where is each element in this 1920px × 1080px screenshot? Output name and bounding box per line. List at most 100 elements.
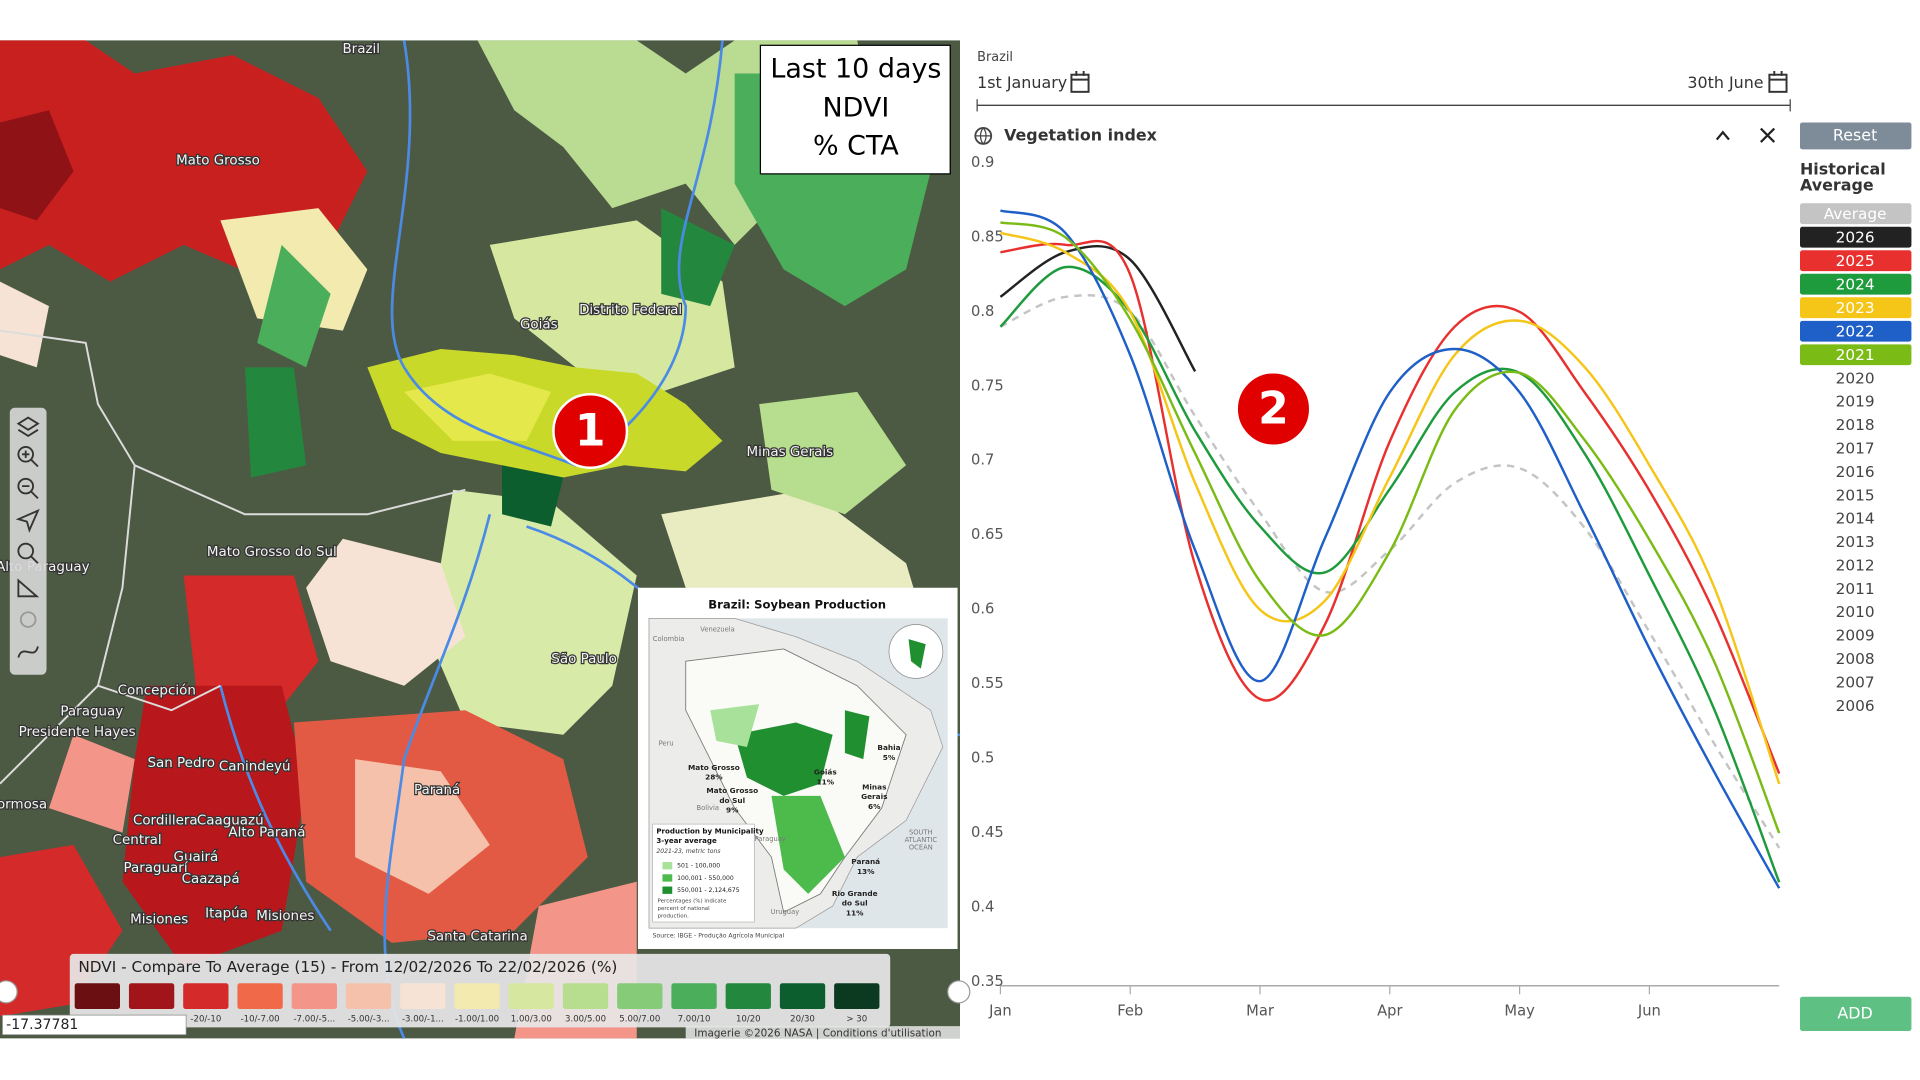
coordinates: -17.37781 bbox=[6, 1017, 78, 1033]
region bbox=[0, 110, 74, 221]
legend-year[interactable]: 2012 bbox=[1836, 556, 1875, 574]
inset-title: Brazil: Soybean Production bbox=[708, 597, 886, 611]
marker bbox=[552, 393, 629, 469]
marker-label: 2 bbox=[1258, 383, 1289, 434]
region-label: Brazil bbox=[977, 50, 1013, 65]
attribution-bg bbox=[685, 1026, 960, 1039]
legend-class-label: -3.00/-1... bbox=[402, 1014, 444, 1024]
map-label: Guairá bbox=[174, 849, 219, 865]
info-text: Last 10 days bbox=[770, 53, 941, 84]
map-label: Presidente Hayes bbox=[19, 725, 136, 740]
measure-button[interactable] bbox=[17, 578, 40, 598]
target-button[interactable] bbox=[19, 611, 37, 628]
calendar-icon[interactable] bbox=[1070, 73, 1090, 93]
close-button[interactable] bbox=[1760, 127, 1776, 143]
legend-button[interactable] bbox=[1800, 320, 1912, 342]
start-date[interactable]: 1st January bbox=[977, 73, 1067, 92]
map-label: Caazapá bbox=[182, 871, 240, 887]
legend-button[interactable] bbox=[1800, 226, 1912, 248]
locate-button[interactable] bbox=[15, 508, 40, 533]
inset-label: Gerais bbox=[861, 792, 888, 801]
legend-button[interactable] bbox=[1800, 250, 1912, 272]
marker bbox=[1235, 371, 1312, 447]
series-line bbox=[999, 245, 1197, 372]
map-toolbar bbox=[9, 407, 47, 675]
legend-year[interactable]: 2015 bbox=[1836, 486, 1875, 504]
inset-map: Brazil: Soybean Production Mato Grosso 2… bbox=[637, 587, 958, 949]
inset-legend-note: Percentages (%) indicate bbox=[658, 899, 727, 905]
ndvi-legend-title: NDVI - Compare To Average (15) - From 12… bbox=[78, 958, 617, 976]
draw-button[interactable] bbox=[17, 646, 39, 658]
legend-title: Historical bbox=[1800, 160, 1886, 179]
legend-year[interactable]: 2016 bbox=[1836, 463, 1875, 481]
map-label: Distrito Federal bbox=[579, 303, 682, 318]
legend-year[interactable]: 2013 bbox=[1836, 533, 1875, 551]
zoom-in-button[interactable] bbox=[17, 446, 34, 463]
y-tick-label: 0.6 bbox=[971, 601, 994, 618]
icon bbox=[22, 485, 39, 500]
legend-year[interactable]: 2019 bbox=[1836, 393, 1875, 411]
chart-panel: Brazil 1st January 30th June Vegetation … bbox=[971, 50, 1912, 1032]
legend-swatch bbox=[454, 983, 500, 1009]
inset-country: Venezuela bbox=[700, 625, 735, 633]
map-label: Canindeyú bbox=[219, 759, 291, 775]
inset-country: Peru bbox=[659, 739, 674, 747]
inset-legend-title: Production by Municipality bbox=[656, 826, 764, 835]
reset-button[interactable] bbox=[1800, 122, 1912, 150]
legend-swatch bbox=[662, 886, 673, 894]
legend-title: Average bbox=[1800, 176, 1874, 195]
inset-label: Goiás bbox=[814, 768, 838, 777]
legend-button[interactable] bbox=[1800, 203, 1912, 225]
inset-label: Rio Grande bbox=[832, 889, 878, 898]
region bbox=[759, 391, 907, 515]
legend-year[interactable]: 2018 bbox=[1836, 416, 1875, 434]
legend-swatch bbox=[617, 983, 663, 1009]
legend-year[interactable]: 2008 bbox=[1836, 650, 1875, 668]
icon bbox=[22, 450, 39, 468]
add-label: ADD bbox=[1837, 1003, 1872, 1022]
map-scroll-left[interactable] bbox=[0, 980, 18, 1004]
inset-label: 9% bbox=[726, 806, 739, 815]
end-date[interactable]: 30th June bbox=[1687, 73, 1763, 92]
legend-button[interactable] bbox=[1800, 297, 1912, 319]
y-tick-label: 0.35 bbox=[971, 973, 1004, 990]
map-scroll-right[interactable] bbox=[947, 980, 971, 1004]
legend-button[interactable] bbox=[1800, 273, 1912, 295]
reset-label: Reset bbox=[1833, 125, 1877, 144]
legend-label: 2021 bbox=[1836, 346, 1875, 364]
map-label: Mato Grosso do Sul bbox=[207, 545, 337, 560]
legend-swatch bbox=[345, 983, 392, 1009]
legend-year[interactable]: 2006 bbox=[1836, 697, 1875, 715]
y-tick-label: 0.55 bbox=[971, 675, 1004, 692]
marker-label: 1 bbox=[575, 405, 606, 456]
legend-year[interactable]: 2014 bbox=[1836, 510, 1875, 528]
inset-label: 13% bbox=[857, 867, 875, 876]
legend-button[interactable] bbox=[1800, 344, 1912, 366]
y-tick-label: 0.65 bbox=[971, 526, 1004, 543]
inset-production bbox=[710, 704, 760, 747]
collapse-button[interactable] bbox=[1715, 130, 1730, 141]
legend-swatch bbox=[671, 983, 717, 1009]
layers-button[interactable] bbox=[16, 416, 40, 438]
inset-label: do Sul bbox=[719, 796, 745, 805]
legend-year[interactable]: 2011 bbox=[1836, 580, 1875, 598]
map[interactable]: Brazil Mato Grosso Goiás Distrito Federa… bbox=[0, 40, 971, 1039]
search-button[interactable] bbox=[17, 542, 34, 560]
inset-label: 11% bbox=[817, 777, 835, 786]
legend-class-label: -1.00/1.00 bbox=[455, 1014, 499, 1024]
x-tick-label: Apr bbox=[1377, 1002, 1403, 1019]
add-button[interactable] bbox=[1800, 996, 1912, 1032]
inset-label: Bahia bbox=[877, 743, 900, 752]
info-box bbox=[759, 44, 951, 175]
region bbox=[48, 734, 135, 833]
legend-year[interactable]: 2017 bbox=[1836, 440, 1875, 458]
legend-year[interactable]: 2020 bbox=[1836, 369, 1875, 387]
legend-year[interactable]: 2007 bbox=[1836, 673, 1875, 691]
legend-swatch bbox=[74, 983, 120, 1009]
legend-swatch bbox=[183, 983, 229, 1009]
legend-year[interactable]: 2010 bbox=[1836, 603, 1875, 621]
zoom-out-button[interactable] bbox=[17, 477, 34, 495]
map-label: Caaguazú bbox=[197, 812, 264, 828]
calendar-icon[interactable] bbox=[1768, 73, 1788, 93]
legend-year[interactable]: 2009 bbox=[1836, 627, 1875, 645]
